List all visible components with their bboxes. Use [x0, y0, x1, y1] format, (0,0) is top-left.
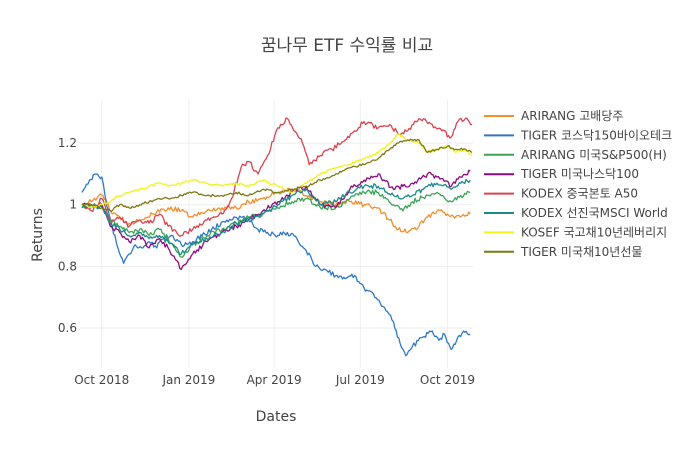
legend-label: KOSEF 국고채10년레버리지 [521, 225, 667, 239]
legend-label: TIGER 미국나스닥100 [520, 167, 639, 181]
legend-label: ARIRANG 고배당주 [521, 109, 623, 123]
legend-item[interactable]: TIGER 코스닥150바이오테크 [484, 128, 672, 142]
legend-item[interactable]: KODEX 선진국MSCI World [484, 206, 668, 220]
legend-item[interactable]: ARIRANG 미국S&P500(H) [484, 148, 667, 162]
legend-item[interactable]: ARIRANG 고배당주 [484, 109, 623, 123]
x-tick-label: Oct 2018 [74, 373, 129, 387]
legend[interactable]: ARIRANG 고배당주 TIGER 코스닥150바이오테크 ARIRANG 미국S… [484, 109, 672, 259]
series-line [81, 117, 473, 237]
x-axis-title: Dates [256, 409, 297, 425]
x-tick-label: Oct 2019 [420, 373, 475, 387]
y-tick-label: 1 [69, 198, 77, 212]
series-line [81, 169, 471, 271]
legend-item[interactable]: TIGER 미국나스닥100 [484, 167, 639, 181]
x-tick-label: Apr 2019 [247, 373, 302, 387]
series-lines [81, 117, 473, 357]
legend-label: TIGER 미국채10년선물 [520, 245, 642, 259]
y-tick-label: 0.8 [58, 259, 77, 273]
legend-item[interactable]: KOSEF 국고채10년레버리지 [484, 225, 667, 239]
x-tick-label: Jan 2019 [161, 373, 215, 387]
chart-title: 꿈나무 ETF 수익률 비교 [261, 36, 433, 56]
y-axis-title: Returns [30, 208, 46, 262]
x-axis-ticks: Oct 2018 Jan 2019 Apr 2019 Jul 2019 Oct 2019 [74, 373, 475, 387]
legend-item[interactable]: KODEX 중국본토 A50 [484, 187, 638, 201]
series-line [81, 138, 473, 212]
series-line [81, 178, 471, 256]
series-line [81, 189, 471, 258]
legend-label: KODEX 중국본토 A50 [521, 187, 638, 201]
x-tick-label: Jul 2019 [335, 373, 385, 387]
legend-item[interactable]: TIGER 미국채10년선물 [484, 245, 642, 259]
series-line [81, 173, 471, 357]
legend-label: KODEX 선진국MSCI World [521, 206, 668, 220]
legend-label: TIGER 코스닥150바이오테크 [520, 128, 672, 142]
legend-label: ARIRANG 미국S&P500(H) [521, 148, 667, 162]
y-tick-label: 1.2 [58, 136, 77, 150]
y-axis-ticks: 0.6 0.8 1 1.2 [58, 136, 77, 335]
y-tick-label: 0.6 [58, 321, 77, 335]
